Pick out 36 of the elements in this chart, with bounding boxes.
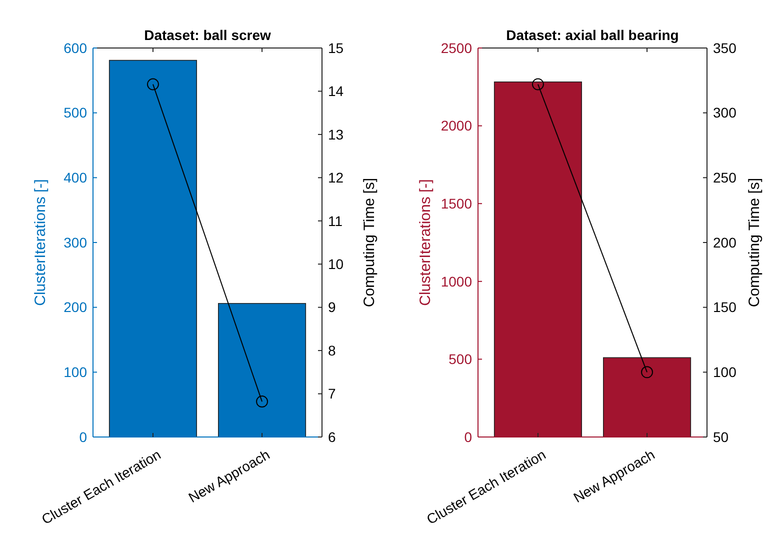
y2-tick-label: 100	[713, 364, 737, 380]
y2-tick-label: 12	[328, 170, 344, 186]
y-tick-label: 0	[464, 428, 472, 445]
y-tick-label: 600	[64, 40, 88, 56]
y2-tick-label: 8	[328, 342, 336, 358]
chart-title: Dataset: axial ball bearing	[506, 27, 679, 43]
y-tick-label: 2000	[440, 118, 472, 134]
y2-tick-label: 9	[328, 299, 336, 316]
y2-tick-label: 200	[713, 234, 737, 250]
y-tick-label: 100	[64, 364, 88, 380]
y-tick-label: 300	[64, 234, 88, 250]
y-axis-title: ClusterIterations [-]	[32, 179, 49, 306]
y2-tick-label: 10	[328, 256, 344, 272]
y2-tick-label: 11	[328, 212, 343, 229]
y2-tick-label: 50	[713, 428, 729, 445]
y2-axis-title: Computing Time [s]	[361, 178, 378, 308]
y2-tick-label: 7	[328, 386, 336, 402]
y2-tick-label: 13	[328, 126, 344, 142]
chart-title: Dataset: ball screw	[144, 27, 272, 43]
y-tick-label: 0	[79, 428, 88, 445]
y2-tick-label: 300	[713, 104, 737, 121]
y2-tick-label: 250	[713, 170, 737, 186]
y2-tick-label: 350	[713, 40, 737, 56]
y-tick-label: 500	[448, 351, 472, 368]
y2-tick-label: 150	[713, 299, 737, 316]
y2-tick-label: 14	[328, 83, 344, 100]
y-tick-label: 200	[64, 299, 88, 316]
y2-axis-title: Computing Time [s]	[746, 178, 763, 308]
y-tick-label: 1500	[440, 196, 472, 212]
y-tick-label: 1000	[440, 273, 472, 290]
y-tick-label: 400	[64, 170, 88, 186]
y-tick-label: 500	[64, 104, 88, 121]
y-tick-label: 2500	[440, 40, 472, 56]
y2-tick-label: 15	[328, 40, 344, 56]
y-axis-title: ClusterIterations [-]	[417, 179, 434, 306]
y2-tick-label: 6	[328, 428, 336, 445]
